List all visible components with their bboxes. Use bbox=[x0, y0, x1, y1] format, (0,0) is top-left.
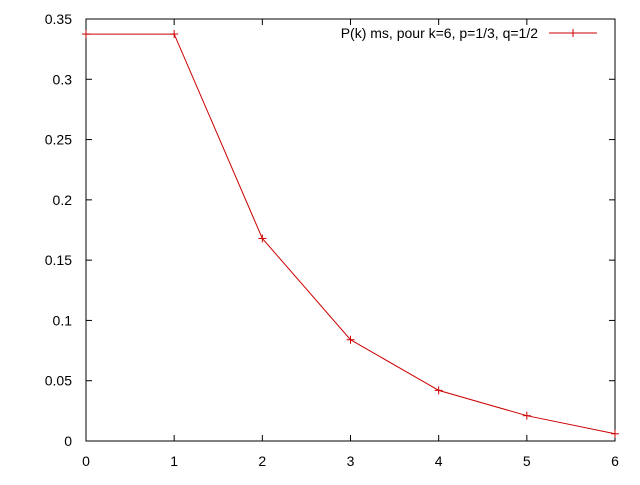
x-tick-label: 5 bbox=[523, 453, 531, 469]
data-point-marker bbox=[258, 234, 267, 243]
legend-label: P(k) ms, pour k=6, p=1/3, q=1/2 bbox=[341, 25, 538, 41]
axes-layer bbox=[85, 18, 616, 442]
plot-frame bbox=[85, 18, 616, 442]
ticks-layer: 0 1 2 3 4 5 6 0 0.05 0.1 0.15 0.2 0.25 0.3 0.35 bbox=[45, 11, 619, 469]
y-tick-label: 0.2 bbox=[53, 192, 73, 208]
series-line bbox=[86, 33, 616, 435]
legend-marker bbox=[569, 29, 577, 37]
data-point-marker bbox=[434, 386, 443, 395]
x-tick-label: 1 bbox=[170, 453, 178, 469]
y-tick-label: 0.05 bbox=[45, 373, 72, 389]
data-point-marker bbox=[346, 335, 355, 344]
x-tick-label: 4 bbox=[435, 453, 443, 469]
data-point-marker bbox=[611, 429, 619, 438]
legend: P(k) ms, pour k=6, p=1/3, q=1/2 bbox=[341, 25, 597, 41]
x-tick-label: 6 bbox=[611, 453, 619, 469]
y-tick-label: 0.1 bbox=[53, 312, 73, 328]
x-tick-label: 3 bbox=[347, 453, 355, 469]
x-tick-label: 2 bbox=[258, 453, 266, 469]
series-layer bbox=[82, 30, 619, 438]
data-point-marker bbox=[170, 30, 179, 39]
y-tick-label: 0 bbox=[64, 433, 72, 449]
data-point-marker bbox=[522, 411, 531, 420]
x-tick-label: 0 bbox=[82, 453, 90, 469]
y-tick-label: 0.15 bbox=[45, 252, 72, 268]
data-point-marker bbox=[82, 30, 90, 39]
y-tick-label: 0.35 bbox=[45, 11, 72, 27]
y-tick-label: 0.25 bbox=[45, 132, 72, 148]
y-tick-label: 0.3 bbox=[53, 71, 73, 87]
